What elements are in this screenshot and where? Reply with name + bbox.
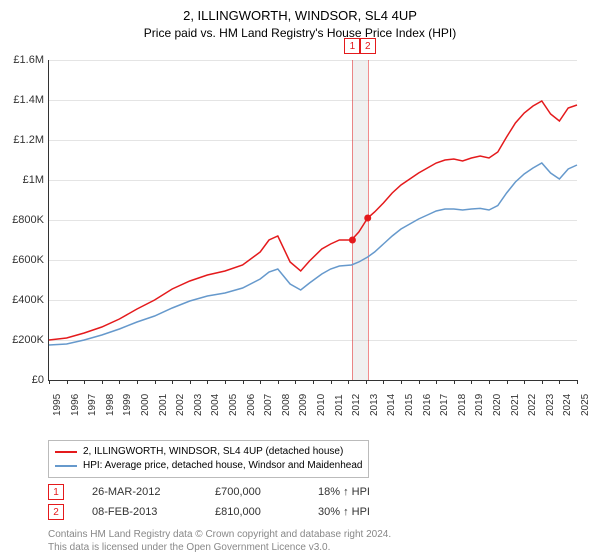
chart-svg (49, 60, 577, 380)
legend-label: 2, ILLINGWORTH, WINDSOR, SL4 4UP (detach… (83, 445, 343, 459)
x-axis-label: 2019 (474, 394, 485, 416)
x-axis-label: 2022 (527, 394, 538, 416)
x-axis-label: 2015 (404, 394, 415, 416)
x-axis-label: 1999 (122, 394, 133, 416)
event-date: 26-MAR-2012 (92, 486, 187, 498)
legend-label: HPI: Average price, detached house, Wind… (83, 459, 362, 473)
page-subtitle: Price paid vs. HM Land Registry's House … (0, 26, 600, 40)
y-axis-label: £1.2M (4, 134, 44, 146)
x-axis-label: 1997 (87, 394, 98, 416)
y-axis-label: £200K (4, 334, 44, 346)
event-row: 2 08-FEB-2013 £810,000 30% ↑ HPI (48, 504, 370, 520)
event-price: £700,000 (215, 486, 290, 498)
x-axis-label: 2003 (193, 394, 204, 416)
y-axis-label: £1.6M (4, 54, 44, 66)
x-axis-label: 2007 (263, 394, 274, 416)
event-pct: 18% ↑ HPI (318, 486, 370, 498)
x-axis-label: 2011 (334, 394, 345, 416)
x-axis-label: 2016 (422, 394, 433, 416)
x-axis-label: 2006 (246, 394, 257, 416)
y-axis-label: £1M (4, 174, 44, 186)
event-index: 2 (48, 504, 64, 520)
x-axis-label: 2017 (439, 394, 450, 416)
x-axis-label: 1998 (105, 394, 116, 416)
event-pct: 30% ↑ HPI (318, 506, 370, 518)
page-title: 2, ILLINGWORTH, WINDSOR, SL4 4UP (0, 8, 600, 23)
x-axis-label: 2001 (158, 394, 169, 416)
y-axis-label: £1.4M (4, 94, 44, 106)
x-axis-label: 2020 (492, 394, 503, 416)
legend: 2, ILLINGWORTH, WINDSOR, SL4 4UP (detach… (48, 440, 369, 478)
event-date: 08-FEB-2013 (92, 506, 187, 518)
x-axis-label: 2014 (386, 394, 397, 416)
series-property (49, 101, 577, 340)
y-axis-label: £800K (4, 214, 44, 226)
x-axis-label: 2002 (175, 394, 186, 416)
x-axis-label: 2023 (545, 394, 556, 416)
event-marker: 2 (360, 38, 376, 54)
x-axis-label: 2024 (562, 394, 573, 416)
x-axis-label: 2000 (140, 394, 151, 416)
y-axis-label: £400K (4, 294, 44, 306)
x-axis-label: 2012 (351, 394, 362, 416)
x-axis-label: 2010 (316, 394, 327, 416)
x-axis-label: 2005 (228, 394, 239, 416)
legend-swatch (55, 451, 77, 453)
legend-item: 2, ILLINGWORTH, WINDSOR, SL4 4UP (detach… (55, 445, 362, 459)
x-axis-label: 2025 (580, 394, 591, 416)
event-price: £810,000 (215, 506, 290, 518)
event-dot (364, 215, 371, 222)
x-axis-label: 2018 (457, 394, 468, 416)
x-axis-label: 1996 (70, 394, 81, 416)
legend-item: HPI: Average price, detached house, Wind… (55, 459, 362, 473)
series-hpi (49, 163, 577, 345)
x-axis-label: 1995 (52, 394, 63, 416)
x-axis-label: 2021 (510, 394, 521, 416)
x-axis-label: 2004 (210, 394, 221, 416)
event-marker: 1 (344, 38, 360, 54)
x-axis-label: 2013 (369, 394, 380, 416)
legend-swatch (55, 465, 77, 467)
y-axis-label: £0 (4, 374, 44, 386)
x-axis-label: 2008 (281, 394, 292, 416)
data-credit: Contains HM Land Registry data © Crown c… (48, 528, 391, 554)
price-chart (48, 60, 577, 381)
event-dot (349, 237, 356, 244)
event-row: 1 26-MAR-2012 £700,000 18% ↑ HPI (48, 484, 370, 500)
y-axis-label: £600K (4, 254, 44, 266)
event-index: 1 (48, 484, 64, 500)
x-axis-label: 2009 (298, 394, 309, 416)
